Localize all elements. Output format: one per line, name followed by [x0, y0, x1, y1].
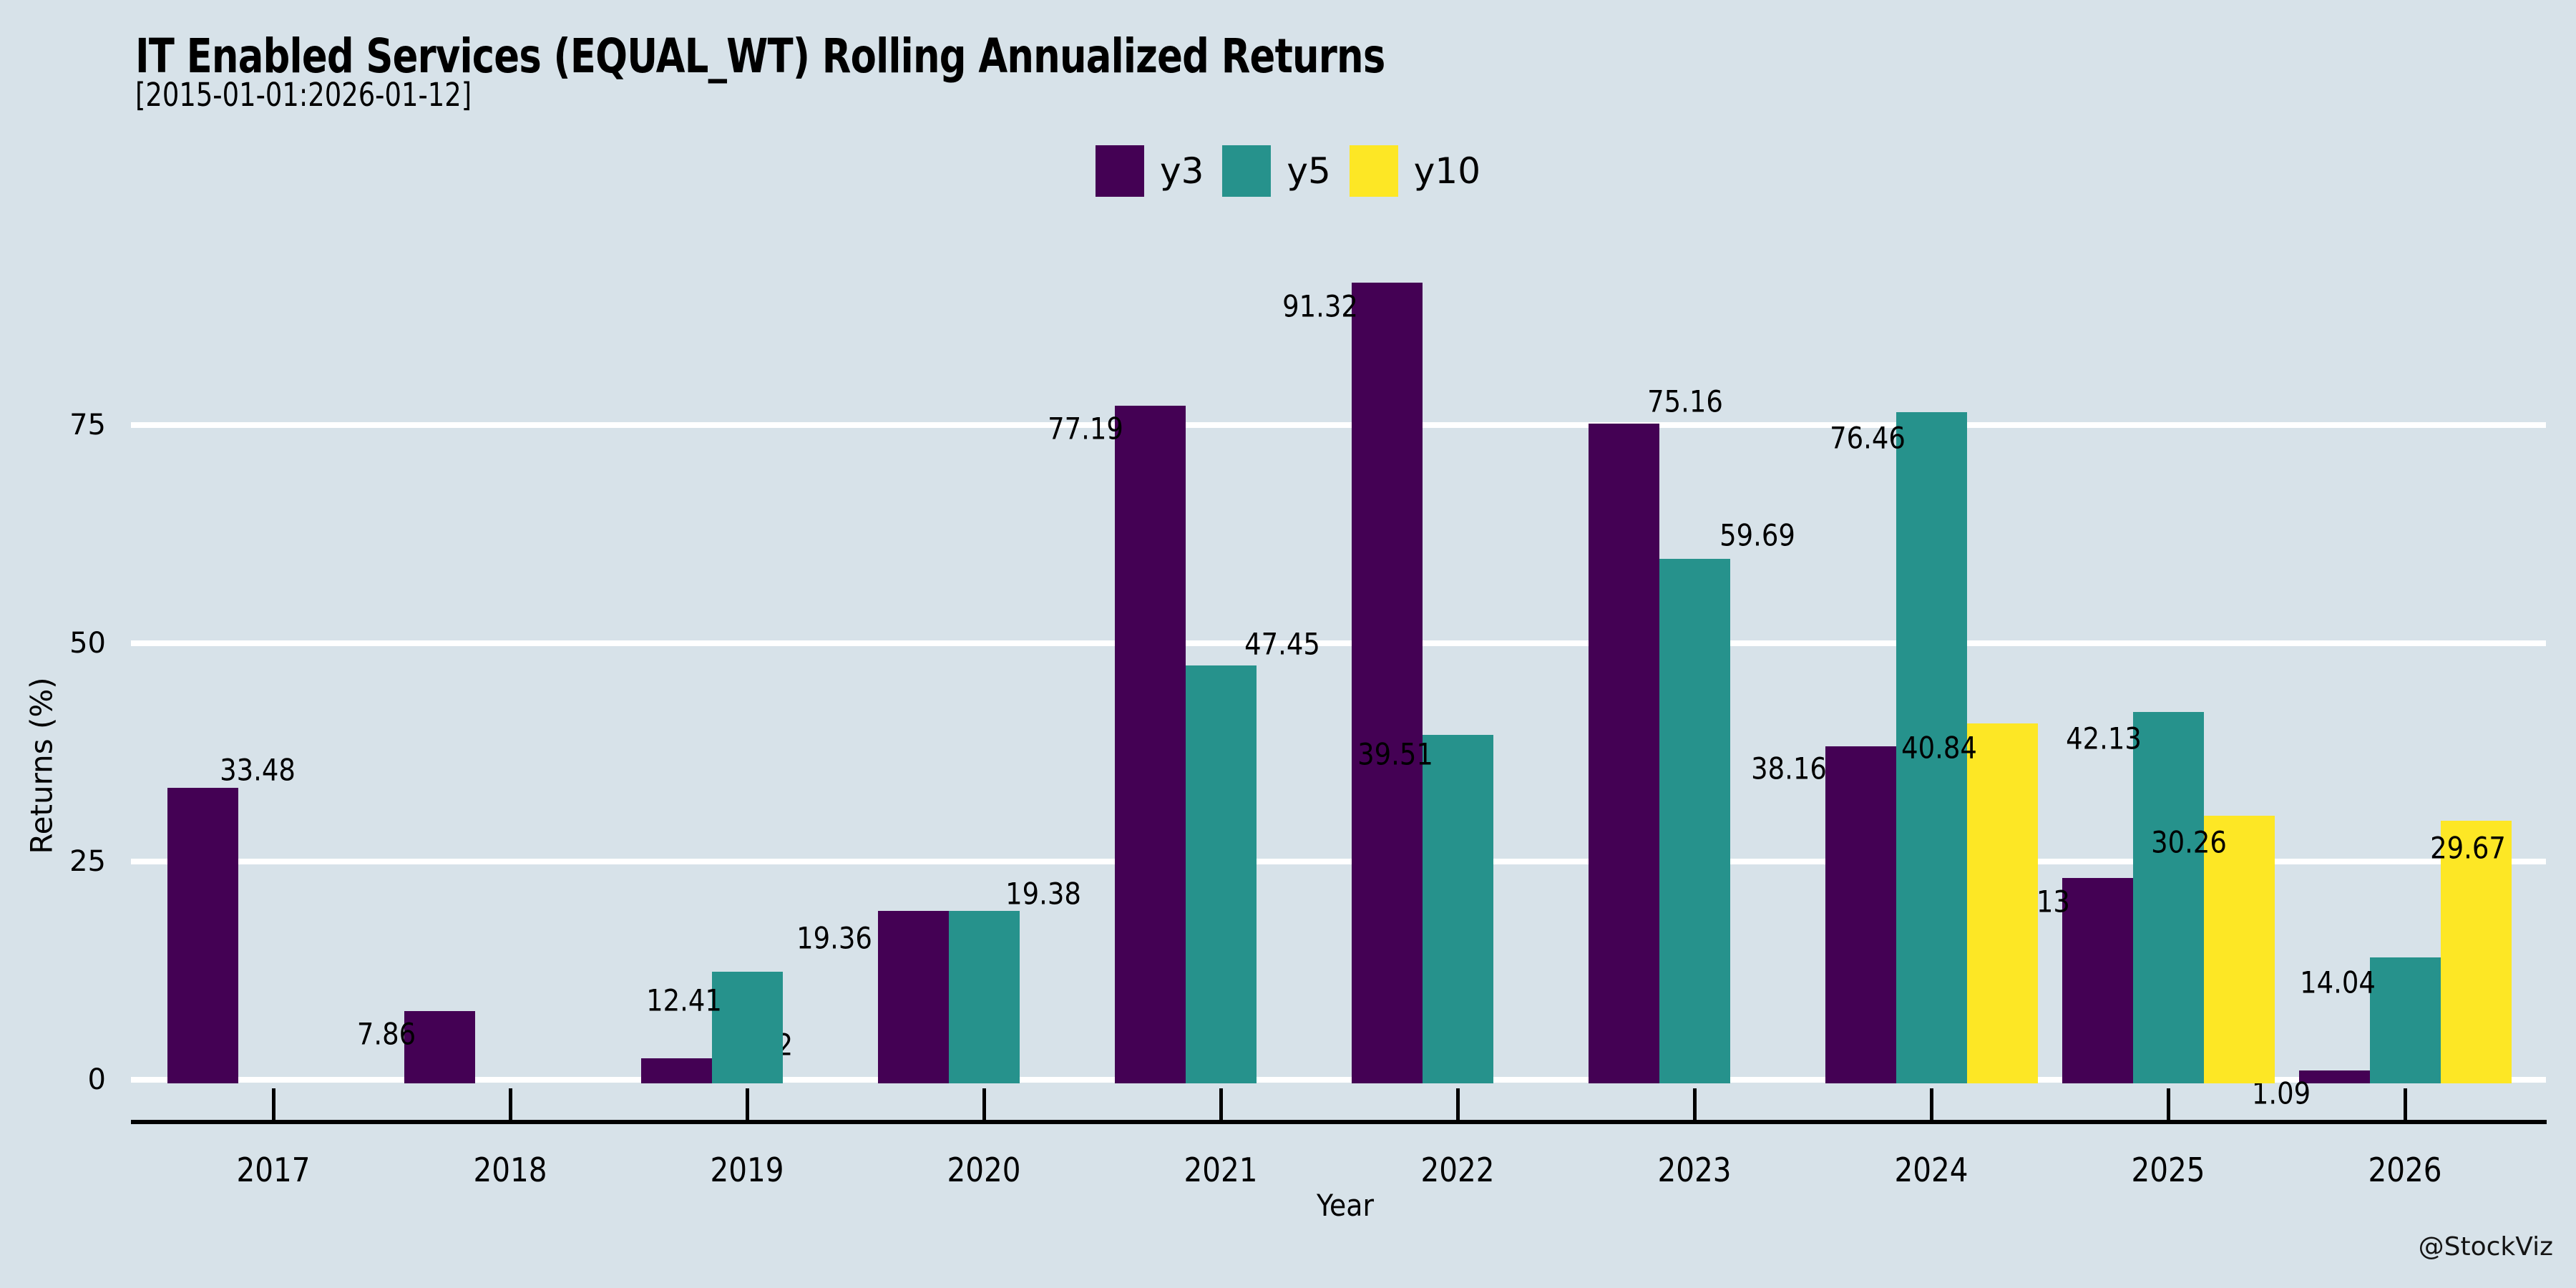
- legend-label-y3: y3: [1159, 150, 1204, 192]
- bar-2024-y3: [1825, 746, 1896, 1083]
- gridline-25: [131, 859, 2546, 864]
- gridline-75: [131, 422, 2546, 428]
- bar-value-label: 38.16: [1751, 751, 1827, 786]
- x-tick: [2167, 1088, 2170, 1120]
- gridline-50: [131, 640, 2546, 646]
- bar-2019-y3: [640, 1058, 712, 1083]
- x-tick-label: 2021: [1184, 1151, 1258, 1189]
- bar-2019-y5: [711, 971, 783, 1083]
- bar-value-label: 77.19: [1048, 411, 1123, 447]
- bar-2017-y3: [167, 787, 238, 1083]
- bar-2022-y5: [1422, 734, 1493, 1083]
- legend-swatch-y3: [1095, 145, 1144, 197]
- bar-2022-y3: [1351, 282, 1423, 1083]
- x-tick-label: 2023: [1657, 1151, 1732, 1189]
- y-tick-label: 0: [87, 1063, 106, 1096]
- x-tick: [746, 1088, 749, 1120]
- y-tick-label: 75: [69, 409, 106, 441]
- y-tick-label: 50: [69, 627, 106, 660]
- bar-2026-y3: [2298, 1070, 2370, 1083]
- bar-value-label: 39.51: [1357, 736, 1433, 772]
- bar-value-label: 14.04: [2300, 965, 2376, 1000]
- bar-2023-y5: [1659, 558, 1730, 1083]
- y-tick-label: 25: [69, 845, 106, 878]
- bar-value-label: 30.26: [2151, 824, 2227, 860]
- bar-2020-y5: [948, 910, 1020, 1083]
- bar-2024-y10: [1966, 723, 2038, 1083]
- x-tick-label: 2025: [2131, 1151, 2205, 1189]
- watermark-text: @StockViz: [2418, 1232, 2553, 1262]
- x-tick: [1456, 1088, 1460, 1120]
- x-axis-line: [131, 1120, 2547, 1124]
- x-tick-label: 2019: [710, 1151, 784, 1189]
- bar-value-label: 33.48: [220, 752, 296, 788]
- x-tick-label: 2017: [236, 1151, 311, 1189]
- legend-item-y3: y3: [1095, 145, 1204, 197]
- legend-label-y5: y5: [1287, 150, 1331, 192]
- x-tick: [1930, 1088, 1933, 1120]
- bar-value-label: 19.38: [1005, 876, 1081, 912]
- bar-value-label: 47.45: [1244, 626, 1320, 662]
- bar-value-label: 91.32: [1282, 288, 1358, 324]
- bar-value-label: 29.67: [2430, 830, 2506, 866]
- x-tick: [1219, 1088, 1223, 1120]
- bar-2025-y3: [2062, 877, 2133, 1083]
- x-tick: [272, 1088, 275, 1120]
- bar-2020-y3: [877, 910, 949, 1083]
- x-tick-label: 2024: [1894, 1151, 1968, 1189]
- x-tick: [2404, 1088, 2407, 1120]
- x-tick-label: 2022: [1420, 1151, 1495, 1189]
- bar-2023-y3: [1588, 424, 1659, 1083]
- bar-2026-y10: [2440, 821, 2512, 1083]
- gridline-0: [131, 1077, 2546, 1083]
- x-tick-label: 2026: [2368, 1151, 2442, 1189]
- x-tick: [1693, 1088, 1697, 1120]
- x-tick-label: 2018: [473, 1151, 547, 1189]
- x-tick-label: 2020: [947, 1151, 1021, 1189]
- bar-2021-y3: [1114, 406, 1186, 1083]
- x-axis-title: Year: [1316, 1188, 1375, 1223]
- legend-label-y10: y10: [1413, 150, 1481, 192]
- bar-value-label: 19.36: [796, 920, 872, 956]
- bar-2025-y5: [2132, 712, 2204, 1083]
- bar-value-label: 75.16: [1647, 384, 1723, 419]
- x-tick: [982, 1088, 986, 1120]
- bar-2018-y3: [404, 1011, 475, 1083]
- chart-subtitle: [2015-01-01:2026-01-12]: [135, 76, 472, 114]
- bar-value-label: 12.41: [646, 982, 722, 1018]
- bar-value-label: 40.84: [1901, 730, 1977, 766]
- bar-value-label: 59.69: [1719, 517, 1795, 553]
- bar-2026-y5: [2369, 957, 2441, 1083]
- y-axis-title: Returns (%): [24, 677, 59, 854]
- legend-item-y5: y5: [1222, 145, 1331, 197]
- bar-value-label: 42.13: [2066, 721, 2142, 756]
- legend-swatch-y10: [1349, 145, 1398, 197]
- legend: y3 y5 y10: [1095, 145, 1481, 197]
- bar-value-label: 7.86: [356, 1016, 416, 1052]
- x-tick: [509, 1088, 512, 1120]
- bar-value-label: 76.46: [1830, 420, 1906, 456]
- bar-2021-y5: [1185, 665, 1257, 1083]
- legend-item-y10: y10: [1349, 145, 1481, 197]
- bar-2025-y10: [2203, 815, 2275, 1083]
- chart-title: IT Enabled Services (EQUAL_WT) Rolling A…: [135, 29, 1385, 84]
- legend-swatch-y5: [1222, 145, 1272, 197]
- bar-2024-y5: [1896, 412, 1967, 1083]
